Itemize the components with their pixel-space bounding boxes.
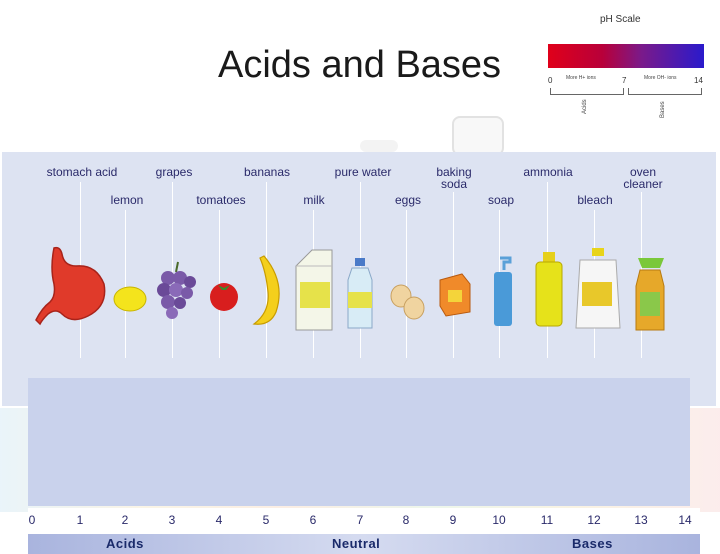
scale-num-6: 6	[309, 513, 317, 527]
inset-title: pH Scale	[600, 14, 641, 25]
water-bottle-icon	[347, 258, 373, 329]
label-oven-cleaner: oven cleaner	[623, 165, 663, 191]
label-ammonia: ammonia	[523, 165, 573, 179]
banana-icon	[252, 255, 280, 325]
grapes-icon	[157, 261, 196, 319]
lemon-icon	[113, 286, 147, 312]
pointer-line-9	[453, 192, 454, 358]
label-milk: milk	[303, 193, 325, 207]
soap-bottle-icon	[494, 256, 512, 326]
scale-num-3: 3	[168, 513, 176, 527]
label-baking-soda: baking soda	[436, 165, 472, 191]
ph-gradient-bar	[548, 44, 704, 68]
bleach-jug-icon	[575, 248, 621, 329]
label-pure-water: pure water	[334, 165, 392, 179]
scale-num-14: 14	[678, 513, 692, 527]
scale-num-8: 8	[402, 513, 410, 527]
label-tomatoes: tomatoes	[196, 193, 246, 207]
scale-num-4: 4	[215, 513, 223, 527]
label-bleach: bleach	[577, 193, 613, 207]
label-bananas: bananas	[243, 165, 291, 179]
label-grapes: grapes	[155, 165, 193, 179]
category-neutral: Neutral	[332, 536, 381, 551]
inset-more-h-ions: More H+ ions	[566, 75, 596, 81]
scale-band	[28, 378, 690, 506]
ammonia-bottle-icon	[535, 252, 563, 327]
scale-num-1: 1	[76, 513, 84, 527]
scale-num-12: 12	[587, 513, 601, 527]
milk-carton-icon	[295, 249, 333, 331]
scale-num-9: 9	[449, 513, 457, 527]
label-soap: soap	[487, 193, 515, 207]
scale-num-13: 13	[634, 513, 648, 527]
pointer-line-3	[172, 182, 173, 358]
scale-num-5: 5	[262, 513, 270, 527]
background-beaker-left	[360, 140, 398, 152]
slide-title: Acids and Bases	[218, 44, 502, 86]
pointer-line-8	[406, 210, 407, 358]
scale-num-7: 7	[356, 513, 364, 527]
pointer-line-2	[125, 210, 126, 358]
inset-bases-brace	[628, 88, 702, 95]
label-eggs: eggs	[394, 193, 422, 207]
background-beaker-top	[452, 116, 504, 156]
inset-acids-label: Acids	[582, 99, 588, 114]
inset-bases-label: Bases	[660, 101, 666, 118]
baking-soda-box-icon	[439, 273, 471, 317]
inset-num-7: 7	[622, 76, 627, 85]
inset-acids-brace	[550, 88, 624, 95]
stomach-icon	[35, 246, 106, 326]
scale-num-10: 10	[492, 513, 506, 527]
ph-diagram-panel: stomach acid grapes bananas pure water b…	[2, 152, 716, 554]
scale-num-2: 2	[121, 513, 129, 527]
label-stomach-acid: stomach acid	[46, 165, 118, 179]
eggs-icon	[390, 284, 425, 320]
scale-num-11: 11	[540, 513, 554, 527]
category-acids: Acids	[106, 536, 144, 551]
inset-num-14: 14	[694, 76, 703, 85]
tomato-icon	[210, 283, 238, 311]
label-lemon: lemon	[110, 193, 144, 207]
scale-number-strip	[28, 508, 700, 530]
scale-num-0: 0	[28, 513, 36, 527]
inset-more-oh-ions: More OH- ions	[644, 75, 677, 81]
spray-bottle-icon	[635, 258, 665, 331]
inset-num-0: 0	[548, 76, 553, 85]
ph-scale-inset: pH Scale 0 More H+ ions 7 More OH- ions …	[540, 10, 710, 122]
category-bases: Bases	[572, 536, 613, 551]
